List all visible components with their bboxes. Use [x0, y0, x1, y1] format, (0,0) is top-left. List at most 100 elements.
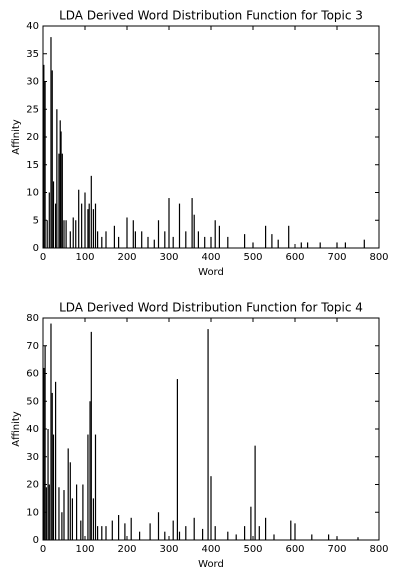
bar	[60, 131, 62, 248]
bar	[273, 534, 275, 540]
y-axis-label: Affinity	[11, 119, 22, 155]
x-tick-label: 100	[75, 252, 94, 263]
bar	[51, 392, 53, 540]
y-tick-label: 30	[26, 77, 39, 88]
bar	[307, 242, 309, 248]
bar	[227, 236, 229, 248]
y-tick-label: 40	[26, 424, 39, 435]
chart-title: LDA Derived Word Distribution Function f…	[59, 301, 363, 315]
plot-frame	[42, 25, 380, 249]
bar	[176, 379, 178, 540]
bar	[97, 231, 99, 248]
bar	[67, 448, 69, 540]
bar	[197, 231, 199, 248]
y-tick-label: 40	[26, 21, 39, 32]
bar	[90, 331, 92, 540]
bar	[82, 484, 84, 540]
bar	[59, 120, 61, 248]
bar	[204, 236, 206, 248]
bar	[48, 484, 50, 540]
bar	[48, 192, 50, 248]
bar	[218, 225, 220, 248]
bar	[300, 242, 302, 248]
bar	[258, 526, 260, 540]
bar	[290, 520, 292, 540]
x-tick-label: 0	[40, 544, 46, 555]
bar	[124, 523, 126, 540]
bar	[101, 526, 103, 540]
bar	[172, 520, 174, 540]
bar	[134, 231, 136, 248]
bar	[61, 512, 63, 540]
bar	[84, 192, 86, 248]
bar	[113, 225, 115, 248]
bar	[65, 220, 67, 248]
x-tick-label: 700	[327, 252, 346, 263]
bar	[288, 225, 290, 248]
bar	[69, 462, 71, 540]
x-tick-label: 800	[369, 252, 388, 263]
bar	[97, 526, 99, 540]
x-tick-label: 400	[201, 544, 220, 555]
bar	[52, 434, 55, 540]
bar	[118, 515, 120, 540]
bar	[363, 239, 365, 248]
bar	[185, 526, 187, 540]
bar	[81, 203, 83, 248]
bar	[45, 487, 47, 540]
bar	[43, 367, 45, 540]
bar	[132, 220, 134, 248]
bar	[168, 198, 170, 248]
y-tick-label: 80	[26, 313, 39, 324]
bar	[61, 153, 63, 248]
y-tick-label: 20	[26, 132, 39, 143]
bar	[71, 498, 73, 540]
x-axis-label: Word	[198, 267, 224, 278]
bar	[344, 242, 346, 248]
bar	[193, 214, 195, 248]
bar	[111, 520, 113, 540]
bar	[178, 531, 181, 540]
bar	[185, 231, 187, 248]
bar	[63, 490, 65, 540]
x-tick-label: 300	[159, 252, 178, 263]
bar	[227, 531, 229, 540]
x-tick-label: 800	[369, 544, 388, 555]
bar	[130, 517, 132, 540]
bar	[153, 239, 155, 248]
bar	[164, 231, 166, 248]
bar	[157, 512, 160, 540]
bar	[214, 220, 216, 248]
bar	[265, 225, 267, 248]
bar	[58, 153, 60, 248]
bar	[311, 534, 313, 540]
y-tick-label: 10	[26, 507, 39, 518]
bar	[50, 323, 52, 540]
x-tick-label: 500	[243, 252, 262, 263]
bar	[202, 528, 204, 540]
bar	[207, 329, 209, 540]
bar	[52, 181, 55, 248]
y-tick-label: 60	[26, 369, 39, 380]
y-tick-label: 30	[26, 452, 39, 463]
bar	[63, 220, 65, 248]
bar	[214, 526, 216, 540]
bar	[271, 234, 273, 248]
y-tick-label: 5	[33, 215, 39, 226]
x-tick-label: 600	[285, 544, 304, 555]
y-tick-label: 0	[33, 535, 39, 546]
x-axis-label: Word	[198, 559, 224, 570]
y-tick-label: 70	[26, 341, 39, 352]
bar	[294, 523, 296, 540]
bar	[44, 345, 46, 540]
bar	[118, 236, 120, 248]
bar	[244, 234, 246, 248]
bar	[250, 506, 252, 540]
bar	[210, 236, 212, 248]
bar	[126, 217, 128, 248]
bar	[265, 517, 267, 540]
bar	[319, 242, 321, 248]
bar	[141, 231, 143, 248]
bar	[94, 434, 97, 540]
